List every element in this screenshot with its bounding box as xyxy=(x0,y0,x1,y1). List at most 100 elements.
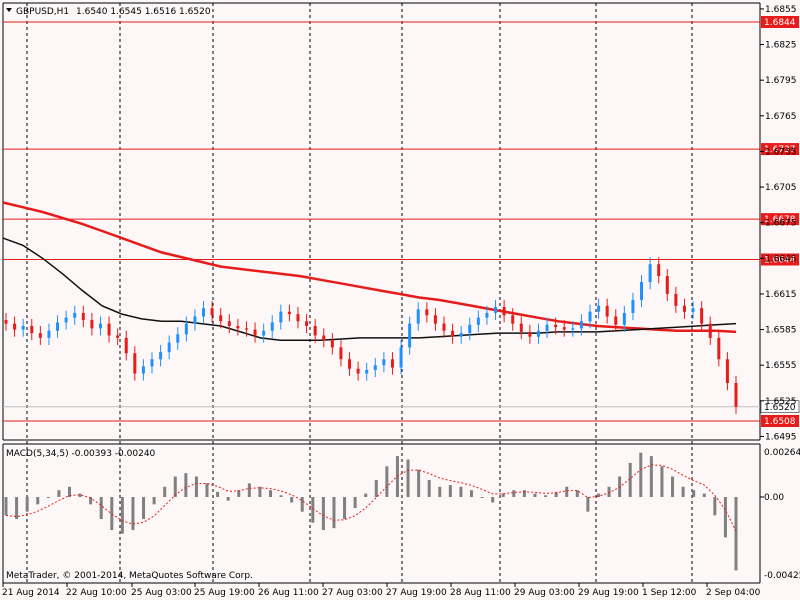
candle-body xyxy=(253,329,257,336)
time-label: 26 Aug 11:00 xyxy=(258,588,319,598)
macd-bar xyxy=(321,497,325,531)
macd-bar xyxy=(554,491,558,497)
macd-bar xyxy=(152,497,156,505)
candle-body xyxy=(725,359,729,383)
macd-bar xyxy=(364,493,368,497)
time-label: 1 Sep 12:00 xyxy=(642,588,697,598)
macd-bar xyxy=(290,497,294,503)
candle-body xyxy=(511,315,515,324)
candle-body xyxy=(236,326,240,329)
candle-body xyxy=(588,311,592,322)
price-tick-label: 1.6705 xyxy=(765,183,797,193)
price-tick-label: 1.6825 xyxy=(765,41,797,51)
candle-body xyxy=(476,317,480,325)
macd-bar xyxy=(491,497,495,503)
candle-body xyxy=(38,333,42,338)
macd-bar xyxy=(544,495,548,497)
candle-body xyxy=(657,264,661,277)
candle-body xyxy=(30,326,34,334)
candle-body xyxy=(176,334,180,343)
candle-body xyxy=(416,309,420,324)
candle-body xyxy=(674,293,678,306)
candle-body xyxy=(21,326,25,330)
candle-body xyxy=(459,333,463,337)
candle-body xyxy=(219,315,223,322)
price-tick-label: 1.6735 xyxy=(765,147,797,157)
candle-body xyxy=(682,305,686,312)
macd-label: MACD(5,34,5) -0.00393 -0.00240 xyxy=(6,449,156,459)
price-tick-label: 1.6495 xyxy=(765,432,797,442)
candle-body xyxy=(262,330,266,336)
macd-bar xyxy=(258,486,262,497)
candle-body xyxy=(56,322,60,331)
candle-body xyxy=(605,305,609,317)
macd-signal-line xyxy=(5,464,737,532)
candle-body xyxy=(313,326,317,336)
candle-body xyxy=(571,328,575,330)
time-label: 25 Aug 03:00 xyxy=(131,588,192,598)
macd-tick-zero: 0.00 xyxy=(764,493,784,503)
level-price-tag xyxy=(761,16,799,28)
level-price-label: 1.6644 xyxy=(764,256,796,266)
candle-body xyxy=(150,359,154,367)
candle-body xyxy=(210,308,214,316)
level-price-tag xyxy=(761,213,799,226)
macd-bar xyxy=(78,493,82,497)
macd-bar xyxy=(374,479,378,497)
candle-body xyxy=(597,305,601,312)
candle-body xyxy=(485,312,489,318)
macd-bar xyxy=(660,466,664,497)
candle-body xyxy=(116,335,120,338)
price-tick-label: 1.6525 xyxy=(765,397,797,407)
macd-bar xyxy=(226,497,230,501)
candle-body xyxy=(47,330,51,338)
candle-body xyxy=(442,323,446,331)
candle-body xyxy=(708,323,712,338)
macd-bar xyxy=(110,497,114,531)
candle-body xyxy=(107,323,111,336)
macd-bar xyxy=(565,486,569,497)
macd-bar xyxy=(628,462,632,497)
candle-body xyxy=(382,359,386,366)
candle-body xyxy=(373,365,377,370)
price-tick-label: 1.6615 xyxy=(765,290,797,300)
macd-bar xyxy=(353,497,357,509)
macd-tick-top: 0.00264 xyxy=(764,448,800,458)
macd-bar xyxy=(459,486,463,497)
macd-bar xyxy=(89,497,93,505)
candle-body xyxy=(390,359,394,368)
macd-bar xyxy=(692,490,696,497)
price-tick-label: 1.6555 xyxy=(765,361,797,371)
level-price-tag xyxy=(761,253,799,266)
macd-bar xyxy=(480,497,484,498)
macd-bar xyxy=(163,486,167,497)
current-price-label: 1.6520 xyxy=(764,403,796,413)
candle-body xyxy=(184,323,188,335)
candle-body xyxy=(81,312,85,321)
symbol-dropdown-icon[interactable] xyxy=(6,8,12,12)
macd-bar xyxy=(512,490,516,497)
macd-tick-bottom: -0.00425 xyxy=(764,571,800,581)
candle-body xyxy=(244,328,248,330)
time-label: 2 Sep 04:00 xyxy=(706,588,761,598)
macd-bar xyxy=(4,497,8,516)
macd-bar xyxy=(142,497,146,520)
level-price-label: 1.6844 xyxy=(764,18,796,28)
candle-body xyxy=(305,321,309,326)
candle-body xyxy=(622,312,626,325)
macd-bar xyxy=(470,490,474,497)
level-price-tag xyxy=(761,415,799,427)
macd-bar xyxy=(702,493,706,497)
candle-body xyxy=(562,327,566,330)
candle-body xyxy=(528,331,532,337)
candle-body xyxy=(98,323,102,329)
macd-bar xyxy=(46,497,50,498)
candle-body xyxy=(502,307,506,316)
candle-body xyxy=(330,340,334,348)
macd-bar xyxy=(586,497,590,512)
price-tick-label: 1.6675 xyxy=(765,219,797,229)
time-label: 27 Aug 19:00 xyxy=(386,588,447,598)
candle-body xyxy=(339,347,343,360)
level-price-label: 1.6737 xyxy=(764,145,796,155)
